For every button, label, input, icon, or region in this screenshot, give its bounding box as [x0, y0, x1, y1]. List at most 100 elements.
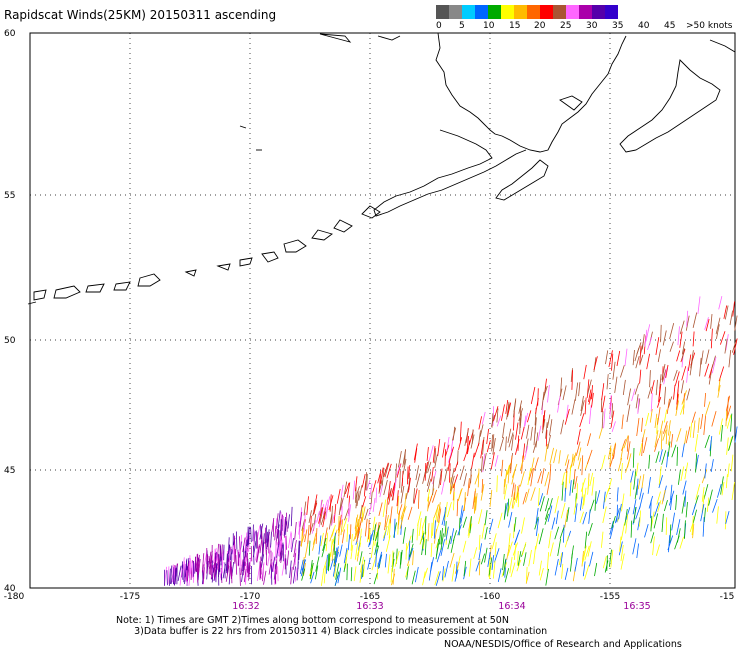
- wind-barb: [492, 406, 494, 426]
- wind-barb: [490, 452, 495, 470]
- wind-barb: [662, 330, 667, 346]
- wind-barb: [664, 499, 668, 512]
- wind-barb: [359, 551, 363, 565]
- wind-barb: [491, 434, 493, 452]
- wind-barb: [617, 457, 623, 472]
- wind-barb: [507, 497, 513, 514]
- wind-barb: [685, 315, 690, 331]
- wind-barb: [195, 556, 197, 572]
- wind-barb: [375, 549, 378, 567]
- wind-barb: [496, 408, 499, 423]
- map-frame: [29, 32, 736, 589]
- wind-barb: [650, 500, 652, 519]
- wind-barb: [542, 410, 546, 429]
- wind-barb: [511, 492, 515, 509]
- wind-barb: [639, 369, 642, 384]
- wind-barb: [344, 482, 350, 495]
- wind-barb: [433, 504, 440, 518]
- wind-barb: [661, 450, 667, 465]
- wind-barb: [413, 488, 418, 504]
- wind-barb: [510, 455, 513, 474]
- wind-barb: [366, 473, 368, 491]
- wind-barb: [424, 516, 427, 535]
- wind-barb: [290, 532, 292, 549]
- wind-barb: [250, 526, 252, 543]
- wind-barb: [718, 418, 723, 435]
- wind-barb: [218, 556, 221, 575]
- wind-barb: [658, 466, 662, 486]
- wind-barb: [489, 563, 492, 579]
- wind-barb: [434, 454, 438, 468]
- wind-barb: [494, 542, 497, 557]
- wind-barb: [444, 560, 449, 578]
- wind-barb: [526, 566, 528, 582]
- wind-barb: [605, 350, 609, 365]
- wind-barb: [544, 471, 550, 487]
- wind-barb: [665, 517, 668, 535]
- wind-barb: [290, 506, 293, 527]
- wind-barb: [528, 549, 532, 567]
- wind-barb: [250, 545, 253, 562]
- colorbar-labels: 0 5 10 15 20 25 30 35 40 45 >50 knots: [436, 19, 736, 31]
- credit-line: NOAA/NESDIS/Office of Research and Appli…: [444, 639, 682, 650]
- wind-barb: [704, 392, 706, 407]
- wind-barb: [406, 566, 409, 580]
- wind-barb: [444, 501, 448, 521]
- wind-barb: [704, 363, 710, 377]
- wind-barb: [352, 480, 356, 500]
- wind-barb: [377, 551, 383, 568]
- wind-barb: [484, 547, 488, 563]
- wind-barb: [523, 552, 527, 566]
- wind-barb: [356, 491, 360, 507]
- wind-barb: [506, 401, 510, 420]
- wind-barb: [447, 448, 453, 463]
- wind-barb: [666, 398, 670, 414]
- wind-barb: [398, 510, 401, 525]
- wind-barb: [389, 506, 393, 524]
- wind-barb: [411, 570, 416, 585]
- wind-barb: [405, 543, 407, 560]
- wind-barb: [482, 452, 487, 471]
- wind-barb: [300, 534, 305, 547]
- wind-barb: [726, 414, 732, 429]
- wind-barb: [301, 519, 306, 531]
- wind-barb: [639, 345, 642, 364]
- wind-barb: [571, 453, 574, 468]
- wind-barb: [645, 412, 650, 427]
- wind-barb: [663, 421, 668, 434]
- wind-barb: [505, 436, 507, 451]
- wind-barb: [450, 539, 455, 553]
- wind-barb: [720, 476, 724, 495]
- wind-barb: [307, 524, 310, 544]
- wind-barb: [455, 561, 458, 579]
- wind-barb: [341, 506, 343, 525]
- wind-barb: [553, 449, 557, 464]
- wind-barb: [173, 568, 175, 585]
- wind-barb: [321, 568, 325, 586]
- wind-barb: [575, 441, 581, 456]
- wind-barb: [594, 562, 598, 577]
- wind-barb: [521, 517, 525, 534]
- wind-barb: [530, 426, 533, 441]
- wind-barb: [573, 498, 577, 515]
- wind-barb: [668, 535, 671, 553]
- wind-barb: [298, 540, 300, 556]
- wind-barb: [513, 532, 519, 546]
- wind-barb: [393, 478, 397, 496]
- coastline: [27, 32, 736, 305]
- wind-barb: [531, 457, 535, 472]
- wind-barb: [408, 543, 414, 558]
- wind-barb: [560, 377, 563, 397]
- wind-barb: [350, 544, 354, 560]
- wind-barb: [706, 497, 710, 512]
- wind-barb: [481, 523, 485, 539]
- wind-barb: [206, 560, 209, 580]
- wind-barb: [660, 430, 663, 450]
- wind-barb: [472, 490, 476, 509]
- wind-barb: [392, 568, 395, 585]
- wind-barb: [263, 570, 267, 585]
- wind-barb: [689, 422, 692, 438]
- wind-barb: [436, 548, 442, 563]
- wind-barb: [280, 514, 283, 531]
- wind-barb: [542, 419, 546, 434]
